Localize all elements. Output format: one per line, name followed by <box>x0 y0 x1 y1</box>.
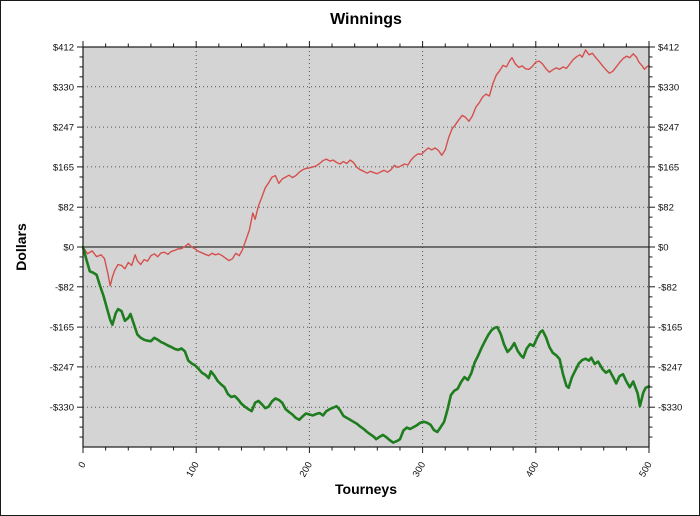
x-axis-title: Tourneys <box>335 481 397 497</box>
y-tick-label-right: $330 <box>658 82 679 93</box>
y-tick-label-right: $0 <box>658 243 669 254</box>
y-tick-label-left: -$82 <box>55 282 74 293</box>
y-tick-label-left: $247 <box>53 123 74 134</box>
y-tick-label-right: -$165 <box>658 323 682 334</box>
y-tick-label-right: -$247 <box>658 362 682 373</box>
x-tick-label: 300 <box>411 460 428 479</box>
y-tick-label-left: $412 <box>53 43 74 54</box>
x-tick-label: 100 <box>184 460 201 479</box>
y-tick-label-right: $412 <box>658 43 679 54</box>
y-tick-label-left: $165 <box>53 162 74 173</box>
y-tick-label-left: $0 <box>63 243 74 254</box>
x-tick-label: 400 <box>524 460 541 479</box>
y-tick-label-left: -$165 <box>50 323 74 334</box>
y-tick-label-right: -$82 <box>658 282 677 293</box>
x-tick-label: 500 <box>637 460 654 479</box>
y-tick-label-left: $82 <box>58 203 74 214</box>
series-red-line <box>82 49 650 287</box>
y-tick-label-left: -$330 <box>50 403 74 414</box>
x-tick-label: 200 <box>298 460 315 479</box>
y-tick-label-left: $330 <box>53 82 74 93</box>
y-tick-label-right: $82 <box>658 203 674 214</box>
y-tick-label-right: $247 <box>658 123 679 134</box>
x-tick-label: 0 <box>76 460 88 470</box>
series-green-line <box>81 245 651 444</box>
chart-title: Winnings <box>330 11 402 28</box>
y-tick-label-right: $165 <box>658 162 679 173</box>
y-tick-label-right: -$330 <box>658 403 682 414</box>
y-tick-label-left: -$247 <box>50 362 74 373</box>
